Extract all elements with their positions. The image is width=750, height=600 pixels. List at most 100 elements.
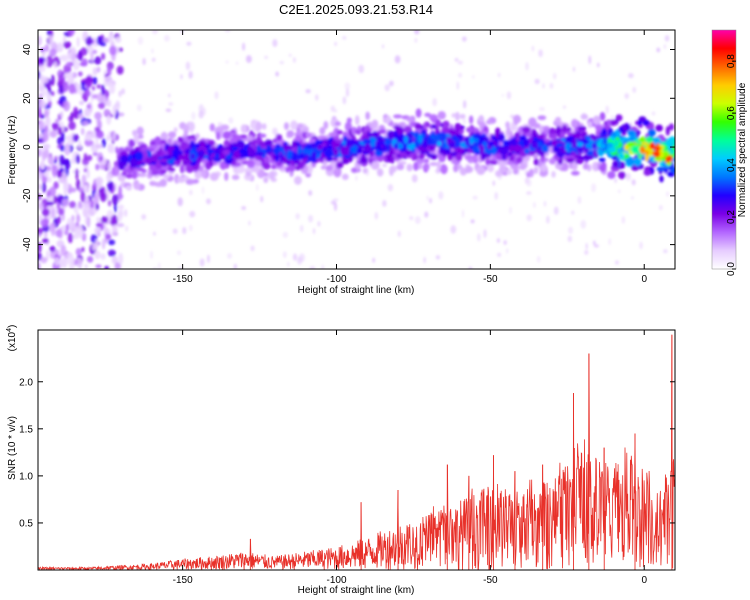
spectrogram-ridge-cell xyxy=(615,114,623,122)
spectrogram-background-cell xyxy=(287,261,290,267)
snr-panel: -150 -100 -50 0 0.5 1.0 1.5 2.0 Height of stra… xyxy=(6,325,676,596)
spectrogram-noise-cell xyxy=(50,74,55,86)
spectrogram-noise-cell xyxy=(65,223,70,231)
spectrogram-noise-cell xyxy=(96,222,102,228)
spectrogram-ridge-cell xyxy=(436,140,442,147)
spectrogram-background-cell xyxy=(137,36,144,45)
spectrogram-ridge-cell xyxy=(582,163,589,170)
colorbar-tick-label: 0.2 xyxy=(726,210,737,224)
spectrogram-noise-cell xyxy=(38,202,44,211)
spectrogram-ridge-cell xyxy=(556,125,561,135)
spectrogram-noise-cell xyxy=(38,183,43,191)
spectrogram-ridge-cell xyxy=(173,127,178,133)
spectrogram-noise-cell xyxy=(106,173,112,183)
spectrogram-background-cell xyxy=(552,72,557,80)
spectrogram-ridge-cell xyxy=(512,114,522,124)
spectrogram-ridge-cell xyxy=(607,171,616,179)
spectrogram-ridge-cell xyxy=(518,135,527,141)
spectrogram-ridge-cell xyxy=(561,162,569,172)
spectrogram-noise-cell xyxy=(94,56,102,65)
spectrogram-ridge-cell xyxy=(600,142,606,150)
snr-x-tick-label: 0 xyxy=(641,575,647,586)
spectrogram-ridge-cell xyxy=(273,146,280,155)
spectrogram-ridge-cell xyxy=(642,119,650,126)
spectrogram-noise-cell xyxy=(69,201,76,209)
spectrogram-background-cell xyxy=(526,179,532,187)
spectrogram-ridge-cell xyxy=(423,158,430,164)
spectrogram-noise-cell xyxy=(90,51,94,63)
spectrogram-ridge-cell xyxy=(370,160,380,170)
spectrogram-ridge-cell xyxy=(125,185,132,191)
spectrogram-noise-cell xyxy=(114,36,122,43)
spectrogram-y-tick-label: 20 xyxy=(22,92,33,104)
spectrogram-ridge-cell xyxy=(542,125,550,131)
spectrogram-noise-cell xyxy=(95,203,100,211)
spectrogram-ridge-cell xyxy=(614,139,620,148)
spectrogram-ridge-cell xyxy=(290,120,298,131)
spectrogram-ridge-cell xyxy=(451,159,459,165)
spectrogram-ridge-cell xyxy=(524,148,530,155)
spectrogram-background-cell xyxy=(307,214,314,223)
spectrogram-noise-cell xyxy=(105,78,110,83)
spectrogram-ridge-cell xyxy=(469,136,475,145)
spectrogram-noise-cell xyxy=(57,207,65,216)
spectrogram-ridge-cell xyxy=(453,164,458,173)
colorbar-gradient xyxy=(712,30,736,269)
spectrogram-ridge-cell xyxy=(125,173,134,179)
spectrogram-background-cell xyxy=(292,57,296,63)
spectrogram-noise-cell xyxy=(92,49,98,54)
spectrogram-ridge-cell xyxy=(576,142,584,147)
spectrogram-noise-cell xyxy=(111,131,116,142)
spectrogram-background-cell xyxy=(321,264,324,269)
spectrogram-background-cell xyxy=(526,191,532,195)
spectrogram-noise-cell xyxy=(100,216,109,224)
spectrogram-ridge-cell xyxy=(413,161,419,171)
spectrogram-background-cell xyxy=(429,197,433,204)
spectrogram-panel: -150 -100 -50 0 -40 -20 0 20 40 Height of strai… xyxy=(7,29,676,296)
spectrogram-x-axis: -150 -100 -50 0 xyxy=(173,30,647,285)
spectrogram-noise-cell xyxy=(53,159,57,164)
spectrogram-noise-cell xyxy=(64,229,69,236)
spectrogram-ridge-cell xyxy=(488,141,494,147)
spectrogram-y-tick-label: 0 xyxy=(22,144,33,150)
spectrogram-noise-cell xyxy=(112,104,117,116)
spectrogram-noise-cell xyxy=(99,191,107,202)
spectrogram-ridge-cell xyxy=(498,133,505,142)
spectrogram-background-cell xyxy=(235,61,239,65)
spectrogram-ridge-cell xyxy=(665,139,672,149)
spectrogram-noise-cell xyxy=(82,157,89,166)
spectrogram-background-cell xyxy=(526,214,532,222)
colorbar-tick-label: 0.4 xyxy=(726,158,737,172)
spectrogram-ridge-cell xyxy=(432,134,441,142)
spectrogram-ridge-cell xyxy=(533,158,539,166)
spectrogram-ridge-cell xyxy=(538,133,545,140)
spectrogram-background-cell xyxy=(332,198,339,202)
spectrogram-background-cell xyxy=(458,72,463,78)
spectrogram-ridge-cell xyxy=(341,158,350,165)
snr-y-label: SNR (10 * v/v) xyxy=(7,416,18,480)
spectrogram-noise-cell xyxy=(91,94,99,99)
spectrogram-background-cell xyxy=(198,104,204,114)
spectrogram-ridge-cell xyxy=(291,140,298,149)
spectrogram-noise-cell xyxy=(50,157,54,168)
spectrogram-ridge-cell xyxy=(341,173,349,181)
spectrogram-ridge-cell xyxy=(236,166,246,174)
spectrogram-background-cell xyxy=(454,57,459,62)
spectrogram-ridge-cell xyxy=(354,115,360,126)
spectrogram-ridge-cell xyxy=(328,132,338,137)
spectrogram-background-cell xyxy=(631,196,634,200)
spectrogram-ridge-cell xyxy=(183,124,190,132)
spectrogram-noise-cell xyxy=(69,187,77,193)
spectrogram-background-cell xyxy=(414,30,420,35)
snr-y-tick-label: 0.5 xyxy=(19,518,33,529)
spectrogram-ridge-cell xyxy=(197,150,204,157)
spectrogram-ridge-cell xyxy=(656,166,666,172)
spectrogram-ridge-cell xyxy=(275,153,280,163)
spectrogram-ridge-cell xyxy=(568,147,577,152)
spectrogram-ridge-cell xyxy=(592,115,601,125)
spectrogram-ridge-cell xyxy=(541,144,548,153)
spectrogram-noise-cell xyxy=(94,238,99,250)
spectrogram-background-cell xyxy=(248,220,251,226)
spectrogram-ridge-cell xyxy=(496,153,501,160)
spectrogram-noise-cell xyxy=(38,100,47,109)
